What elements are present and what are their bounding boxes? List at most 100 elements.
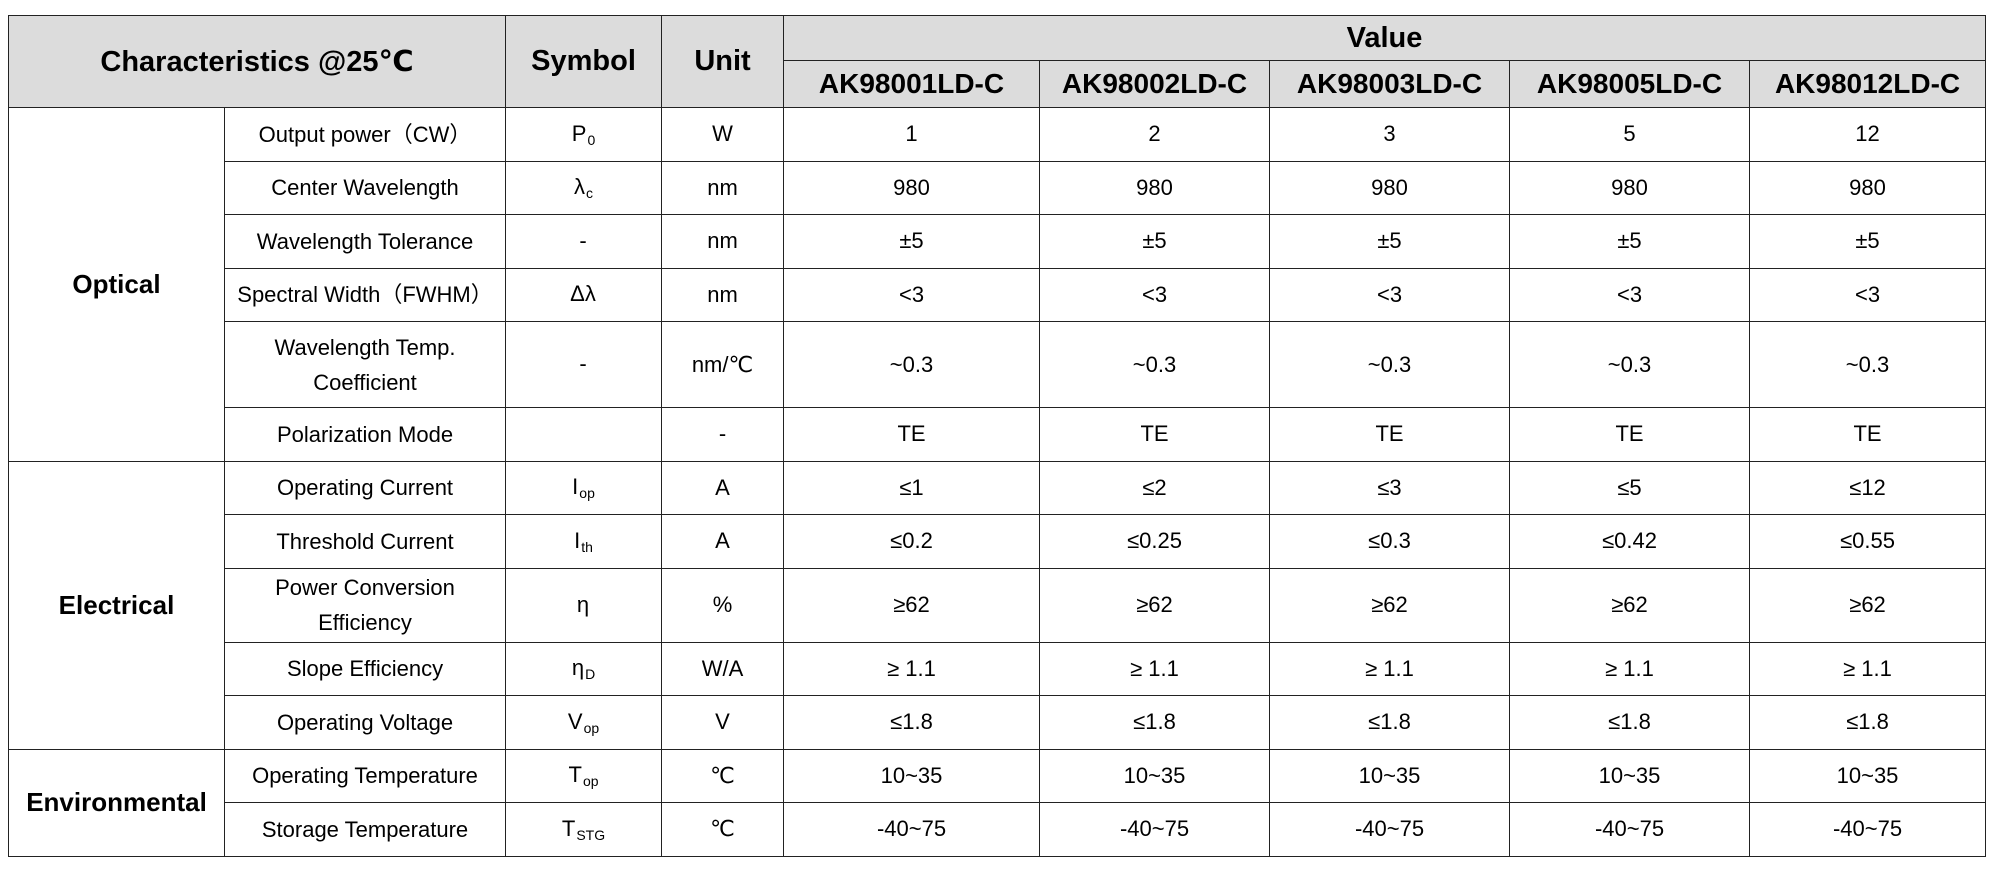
- value-cell: TE: [1749, 407, 1987, 462]
- value-cell: ~0.3: [1509, 321, 1751, 408]
- value-cell: -40~75: [1039, 802, 1271, 857]
- value-cell: ±5: [1039, 214, 1271, 269]
- table-row: Slope Efficiency ηD W/A ≥ 1.1 ≥ 1.1 ≥ 1.1 ≥ 1.…: [9, 641, 1987, 696]
- value-cell: ±5: [1509, 214, 1751, 269]
- value-cell: <3: [1509, 267, 1751, 322]
- parameter-name: Power Conversion Efficiency: [223, 567, 507, 643]
- value-cell: 10~35: [1509, 748, 1751, 803]
- model-header: AK98012LD-C: [1749, 60, 1987, 108]
- value-cell: ≤3: [1269, 460, 1511, 515]
- value-cell: 10~35: [1039, 748, 1271, 803]
- symbol-main: λ: [574, 174, 586, 200]
- value-cell: ≥62: [1749, 567, 1987, 643]
- unit-cell: nm/℃: [661, 321, 785, 408]
- parameter-name: Storage Temperature: [223, 802, 507, 857]
- symbol-cell: Ith: [505, 514, 663, 569]
- value-cell: ≤12: [1749, 460, 1987, 515]
- symbol-subscript: D: [585, 666, 596, 683]
- value-cell: TE: [1509, 407, 1751, 462]
- parameter-name: Polarization Mode: [223, 407, 507, 462]
- value-cell: TE: [783, 407, 1041, 462]
- category-label: Electrical: [8, 460, 225, 750]
- table-row: Polarization Mode - TE TE TE TE TE: [9, 407, 1987, 462]
- table-row: Optical Output power（CW） P0 W 1 2 3 5 12: [8, 107, 1987, 462]
- value-cell: ≤1.8: [1039, 695, 1271, 750]
- symbol-cell: λc: [505, 160, 663, 215]
- value-cell: 980: [1269, 160, 1511, 215]
- parameter-name: Operating Current: [223, 460, 507, 515]
- symbol-subscript: c: [586, 185, 594, 202]
- value-cell: ±5: [783, 214, 1041, 269]
- table-row: Threshold Current Ith A ≤0.2 ≤0.25 ≤0.3 ≤0.42 ≤…: [9, 514, 1987, 569]
- value-cell: <3: [1749, 267, 1987, 322]
- value-cell: <3: [783, 267, 1041, 322]
- value-cell: TE: [1269, 407, 1511, 462]
- parameter-name: Output power（CW）: [223, 107, 507, 162]
- parameter-name: Wavelength Tolerance: [223, 214, 507, 269]
- value-cell: ≤0.3: [1269, 514, 1511, 569]
- value-cell: 980: [1749, 160, 1987, 215]
- value-cell: 980: [1039, 160, 1271, 215]
- unit-cell: nm: [661, 267, 785, 322]
- table-row: Operating Voltage Vop V ≤1.8 ≤1.8 ≤1.8 ≤1.8 ≤1.…: [9, 695, 1987, 750]
- value-cell: ≥ 1.1: [1749, 641, 1987, 696]
- value-cell: ≥62: [1269, 567, 1511, 643]
- table-row: Electrical Operating Current Iop A ≤1 ≤2 ≤3 ≤5 ≤…: [8, 460, 1987, 750]
- category-label: Optical: [8, 107, 225, 462]
- table-body: Optical Output power（CW） P0 W 1 2 3 5 12 Center W…: [8, 107, 1987, 857]
- symbol-subscript: op: [579, 485, 595, 502]
- symbol-subscript: th: [581, 538, 593, 555]
- symbol-main: P: [571, 120, 587, 146]
- value-cell: ≥ 1.1: [1269, 641, 1511, 696]
- symbol-main: I: [572, 474, 579, 500]
- spec-table-container: Characteristics @25℃ Symbol Unit Value A…: [7, 15, 1987, 857]
- parameter-name: Slope Efficiency: [223, 641, 507, 696]
- parameter-name: Spectral Width（FWHM）: [223, 267, 507, 322]
- value-cell: TE: [1039, 407, 1271, 462]
- unit-cell: nm: [661, 160, 785, 215]
- table-row: Storage Temperature TSTG ℃ -40~75 -40~75 -40~…: [9, 802, 1987, 857]
- value-cell: ≤1.8: [1749, 695, 1987, 750]
- value-cell: ≥62: [1039, 567, 1271, 643]
- symbol-cell: Top: [505, 748, 663, 803]
- value-cell: 10~35: [783, 748, 1041, 803]
- symbol-main: η: [571, 655, 585, 681]
- value-cell: ≥ 1.1: [783, 641, 1041, 696]
- value-cell: <3: [1269, 267, 1511, 322]
- symbol-main: Δλ: [570, 281, 596, 307]
- symbol-main: -: [579, 351, 587, 376]
- value-cell: ≤0.2: [783, 514, 1041, 569]
- model-header: AK98005LD-C: [1509, 60, 1751, 108]
- value-cell: ≤1.8: [1269, 695, 1511, 750]
- symbol-subscript: STG: [576, 826, 606, 843]
- parameter-name: Operating Voltage: [223, 695, 507, 750]
- table-row: Environmental Operating Temperature Top ℃ 10…: [8, 748, 1987, 857]
- value-cell: ≤5: [1509, 460, 1751, 515]
- value-cell: 980: [783, 160, 1041, 215]
- unit-cell: -: [661, 407, 785, 462]
- value-cell: ≥ 1.1: [1509, 641, 1751, 696]
- symbol-cell: -: [505, 214, 663, 269]
- symbol-cell: Iop: [505, 460, 663, 515]
- symbol-cell: TSTG: [505, 802, 663, 857]
- value-cell: 10~35: [1749, 748, 1987, 803]
- unit-cell: V: [661, 695, 785, 750]
- unit-cell: ℃: [661, 802, 785, 857]
- value-cell: 1: [783, 107, 1041, 162]
- unit-cell: A: [661, 460, 785, 515]
- parameter-name: Operating Temperature: [223, 748, 507, 803]
- table-row: Wavelength Temp. Coefficient - nm/℃ ~0.3 ~0.…: [9, 321, 1987, 408]
- value-cell: 3: [1269, 107, 1511, 162]
- table-row: Power Conversion Efficiency η% ≥62 ≥62 ≥62 ≥6…: [9, 567, 1987, 643]
- value-cell: -40~75: [1269, 802, 1511, 857]
- parameter-name: Threshold Current: [223, 514, 507, 569]
- symbol-subscript: op: [582, 773, 599, 790]
- value-cell: ~0.3: [783, 321, 1041, 408]
- symbol-main: T: [561, 815, 576, 841]
- value-cell: ≤1: [783, 460, 1041, 515]
- value-cell: ≤2: [1039, 460, 1271, 515]
- value-cell: ~0.3: [1039, 321, 1271, 408]
- value-header: Value: [783, 15, 1987, 61]
- value-cell: ≥62: [783, 567, 1041, 643]
- parameter-name: Center Wavelength: [223, 160, 507, 215]
